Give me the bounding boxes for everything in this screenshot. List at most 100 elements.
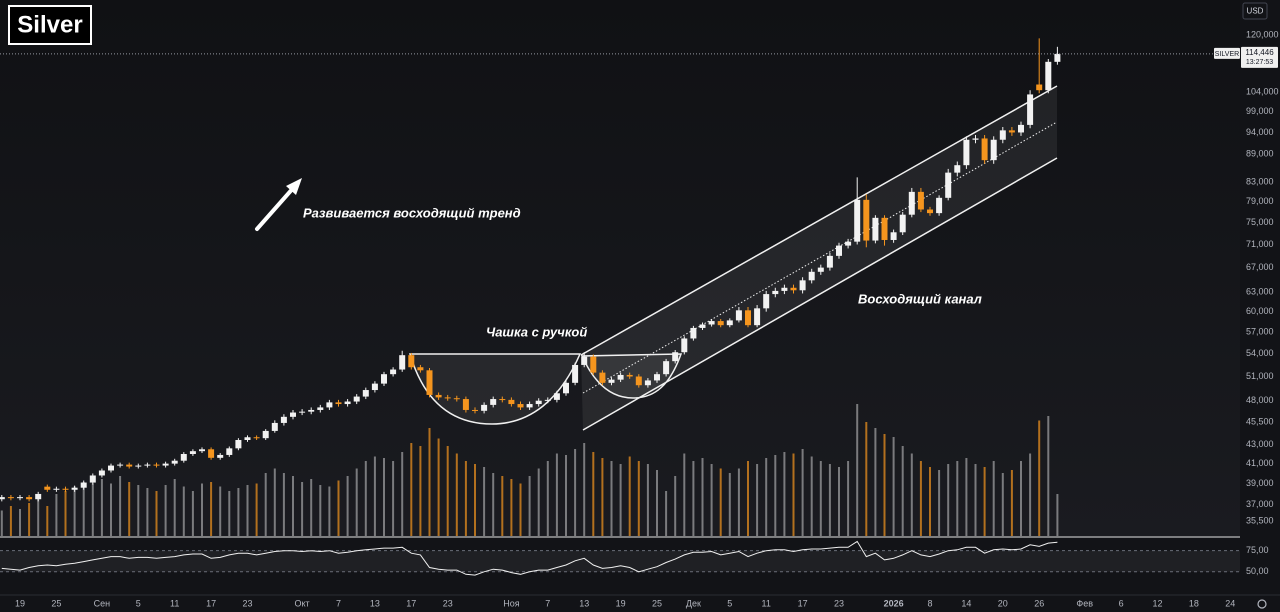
candle-body	[153, 464, 160, 466]
candle-body	[644, 380, 651, 386]
volume-bar	[1010, 470, 1013, 536]
candle-body	[544, 399, 551, 401]
symbol-label: SILVER	[1215, 51, 1239, 58]
candle-body	[981, 138, 988, 161]
x-tick-label: 13	[579, 598, 589, 608]
candle-body	[7, 497, 14, 499]
candle-body	[1018, 124, 1024, 133]
x-tick-label: Окт	[295, 598, 310, 608]
x-tick-label: 13	[370, 598, 380, 608]
candle-body	[635, 376, 642, 386]
volume-bar	[501, 476, 504, 536]
candle-body	[854, 199, 861, 242]
x-tick-label: 19	[616, 598, 626, 608]
candle-body	[917, 191, 924, 210]
channel-middle	[582, 121, 1058, 394]
candle-body	[526, 404, 533, 408]
x-tick-label: Фев	[1076, 598, 1093, 608]
candle-body	[171, 460, 178, 464]
volume-bar	[719, 468, 722, 536]
y-tick-label: 71,000	[1246, 239, 1274, 249]
volume-bar	[828, 464, 831, 536]
chart-title: Silver	[17, 11, 82, 38]
volume-bar	[237, 488, 240, 536]
volume-bar	[246, 485, 249, 536]
volume-bar	[110, 483, 112, 536]
candle-body	[826, 255, 833, 268]
volume-bar	[64, 491, 67, 536]
volume-bar	[637, 461, 640, 536]
candle-body	[899, 214, 906, 233]
plot-background	[0, 0, 1240, 536]
candle-body	[972, 138, 979, 140]
x-tick-label: Дек	[686, 598, 701, 608]
volume-bar	[674, 476, 677, 536]
x-tick-label: 19	[15, 598, 25, 608]
volume-bar	[401, 452, 404, 536]
candle-body	[481, 404, 488, 411]
candle-body	[0, 497, 5, 500]
y-tick-label: 89,000	[1246, 149, 1274, 159]
volume-bar	[28, 503, 31, 536]
volume-bar	[737, 468, 740, 536]
candle-body	[217, 454, 224, 458]
volume-bar	[264, 473, 267, 536]
candle-body	[271, 422, 278, 431]
candle-body	[144, 464, 151, 466]
candle-body	[1027, 94, 1034, 125]
y-tick-label: 104,000	[1246, 86, 1279, 96]
candle-body	[89, 475, 96, 483]
y-tick-label: 35,500	[1246, 515, 1274, 525]
volume-bar	[874, 428, 877, 536]
currency-button[interactable]	[1242, 2, 1268, 20]
candle-body	[353, 396, 360, 402]
volume-bar	[728, 473, 731, 536]
x-tick-label: 12	[1152, 598, 1162, 608]
x-tick-label: 25	[652, 598, 662, 608]
currency-label[interactable]: USD	[1247, 7, 1264, 16]
volume-bar	[9, 506, 12, 536]
volume-bar	[619, 464, 622, 536]
x-tick-label: 14	[961, 598, 971, 608]
candle-body	[317, 407, 324, 410]
candle-body	[180, 454, 187, 461]
channel-lower	[582, 157, 1058, 431]
volume-bar	[683, 453, 686, 536]
volume-bar	[282, 473, 285, 536]
volume-bar	[756, 464, 759, 536]
y-tick-label: 43,000	[1246, 439, 1274, 449]
y-tick-label: 54,000	[1246, 348, 1274, 358]
volume-bar	[565, 455, 567, 536]
volume-bar	[974, 464, 977, 536]
y-tick-label: 83,000	[1246, 177, 1274, 187]
volume-bar	[856, 404, 859, 536]
candle-body	[71, 487, 78, 490]
volume-bar	[201, 483, 203, 536]
volume-bar	[919, 461, 922, 536]
price-axis-background	[1240, 0, 1280, 612]
candle-body	[381, 374, 387, 384]
y-tick-label: 99,000	[1246, 106, 1274, 116]
volume-bar	[765, 458, 768, 536]
volume-bar	[1020, 461, 1022, 536]
volume-bar	[373, 456, 376, 536]
y-tick-label: 67,000	[1246, 262, 1274, 272]
candle-body	[226, 448, 233, 455]
y-tick-label: 45,500	[1246, 416, 1274, 426]
volume-bar	[1038, 420, 1041, 536]
volume-bar	[146, 488, 149, 536]
volume-bar	[983, 467, 986, 536]
settings-icon[interactable]	[1257, 599, 1267, 609]
candle-body	[553, 393, 560, 400]
candle-body	[845, 241, 852, 246]
candle-body	[927, 209, 933, 214]
candle-body	[235, 439, 242, 449]
volume-bar	[392, 461, 395, 536]
candle-body	[62, 488, 69, 490]
title-box	[8, 5, 92, 45]
candle-body	[262, 430, 269, 439]
volume-bar	[646, 464, 649, 536]
candle-body	[1008, 130, 1015, 133]
candle-body	[517, 404, 524, 408]
x-tick-label: 17	[206, 598, 216, 608]
